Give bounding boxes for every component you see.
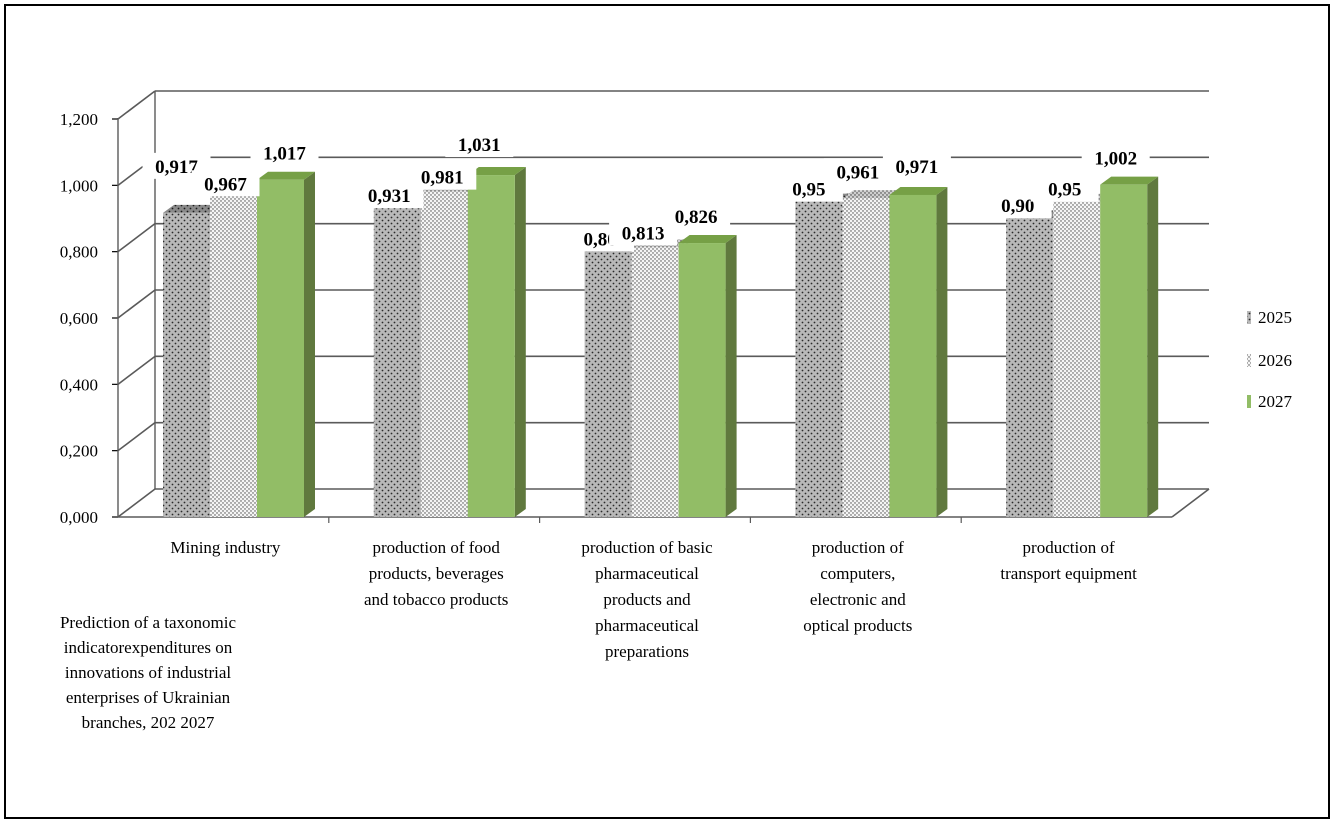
bar-top (842, 190, 901, 199)
category-label: Mining industry (170, 538, 281, 557)
category-label: pharmaceutical (595, 616, 699, 635)
data-label: 0,95 (792, 180, 825, 201)
caption-line: enterprises of Ukrainian (66, 688, 231, 707)
y-tick-label: 0,000 (60, 508, 98, 527)
data-label: 0,90 (1001, 196, 1034, 217)
category-label: electronic and (810, 590, 906, 609)
data-label: 0,931 (368, 186, 411, 207)
legend-swatch-2025 (1247, 311, 1251, 324)
legend-label: 2027 (1258, 392, 1293, 411)
data-label: 0,95 (1048, 180, 1081, 201)
legend-label: 2025 (1258, 308, 1292, 327)
bar-side (304, 171, 315, 517)
y-tick-label: 1,000 (60, 176, 98, 195)
bar-top (257, 171, 315, 180)
bar-2027 (678, 243, 726, 517)
bar-2027 (1100, 184, 1148, 518)
category-label: production of food (372, 538, 500, 557)
floor-right-edge (1171, 488, 1210, 518)
bar-2026 (1053, 201, 1101, 517)
category-label: production of basic (581, 538, 713, 557)
data-label-bg (250, 139, 319, 166)
category-label: and tobacco products (364, 590, 508, 609)
gridline-diag (117, 422, 156, 452)
data-label: 1,002 (1094, 149, 1137, 170)
y-tick-label: 0,800 (60, 243, 98, 262)
bar-2025 (1006, 218, 1054, 517)
bar-2025 (163, 212, 210, 517)
bar-2025 (795, 201, 843, 517)
category-label: optical products (803, 616, 912, 635)
bar-2025 (373, 208, 421, 518)
bar-top (467, 167, 526, 176)
y-tick-label: 0,200 (60, 442, 98, 461)
data-label-bg (408, 163, 477, 190)
category-label: products and (603, 590, 691, 609)
bar-2027 (257, 179, 304, 517)
bar-side (725, 235, 737, 517)
data-label-bg (1081, 144, 1150, 171)
bar-2026 (631, 247, 679, 518)
legend-label: 2026 (1258, 351, 1292, 370)
gridline-diag (117, 289, 156, 319)
category-label: transport equipment (1000, 564, 1137, 583)
data-label-bg (823, 158, 892, 185)
data-label: 0,813 (622, 223, 665, 244)
caption-line: innovations of industrial (65, 663, 231, 682)
bar-top (163, 204, 221, 213)
category-label: production of (1023, 538, 1115, 557)
data-label: 1,017 (263, 144, 306, 165)
gridline-diag (117, 488, 156, 518)
data-label: 0,967 (204, 174, 247, 195)
bar-2026 (210, 196, 257, 518)
data-label-bg (1030, 175, 1099, 202)
data-label-bg (882, 152, 951, 179)
category-label: computers, (820, 564, 895, 583)
data-label: 0,971 (896, 157, 939, 178)
bar-side (936, 186, 948, 517)
bar-2026 (420, 191, 468, 517)
data-label: 0,961 (837, 162, 880, 183)
category-label: preparations (605, 642, 689, 661)
caption-line: indicatorexpenditures on (64, 638, 233, 657)
data-label-bg (662, 203, 731, 230)
legend-swatch-2026 (1247, 354, 1251, 367)
category-label: production of (812, 538, 904, 557)
bar-2027 (467, 175, 515, 517)
y-tick-label: 1,200 (60, 110, 98, 129)
caption-line: branches, 202 2027 (82, 713, 215, 732)
y-tick-label: 0,600 (60, 309, 98, 328)
bar-top (1100, 176, 1159, 185)
legend-swatch-2027 (1247, 395, 1251, 408)
bar-side (514, 167, 526, 517)
bar-side (1147, 176, 1159, 518)
gridline-diag (117, 355, 156, 385)
category-label: products, beverages (369, 564, 504, 583)
data-label-bg (445, 131, 514, 158)
data-label: 0,80 (583, 229, 616, 250)
category-label: pharmaceutical (595, 564, 699, 583)
gridline-diag (117, 223, 156, 253)
caption-line: Prediction of a taxonomic (60, 613, 237, 632)
bar-top (889, 186, 948, 195)
data-label-bg (191, 170, 260, 197)
gridline-diag (117, 90, 156, 120)
y-tick-label: 0,400 (60, 375, 98, 394)
data-label: 0,981 (421, 168, 464, 189)
data-label: 1,031 (458, 135, 501, 156)
bar-top (678, 235, 737, 244)
bar-2025 (584, 251, 632, 517)
bar-2026 (842, 198, 890, 518)
data-label: 0,917 (155, 157, 198, 178)
bar-2027 (889, 194, 937, 517)
data-label: 0,826 (675, 207, 718, 228)
